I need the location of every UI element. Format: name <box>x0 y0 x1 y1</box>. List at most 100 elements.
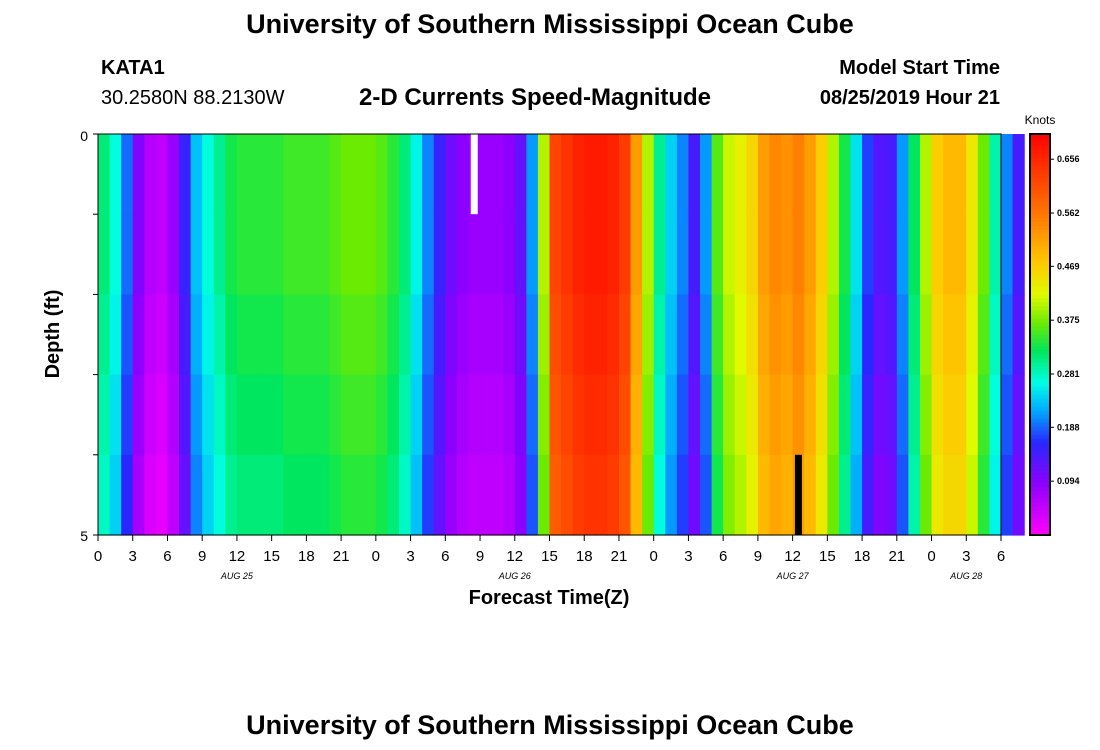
colorbar-tick-label: 0.562 <box>1057 208 1080 218</box>
heatmap-cell <box>248 374 261 456</box>
heatmap-cell <box>688 134 701 215</box>
heatmap-cell <box>260 214 273 295</box>
heatmap-cell <box>121 214 134 295</box>
missing-data-cells <box>470 134 802 535</box>
colorbar-segment <box>1030 526 1050 532</box>
colorbar-segment <box>1030 466 1050 472</box>
y-tick-label: 5 <box>80 528 88 544</box>
heatmap-cell <box>399 214 412 295</box>
heatmap-cell <box>387 294 400 376</box>
heatmap-cell <box>236 214 250 295</box>
heatmap-cell <box>1001 454 1014 536</box>
colorbar: 0.094 0.188 0.281 0.375 0.469 0.562 0.656 Knots <box>1025 113 1080 536</box>
heatmap-cell <box>618 374 632 456</box>
heatmap-cell <box>827 294 840 376</box>
colorbar-segment <box>1030 234 1050 239</box>
heatmap-cell <box>966 294 979 376</box>
heatmap-cell <box>700 214 713 295</box>
heatmap-cell <box>1012 134 1025 215</box>
colorbar-tick-label: 0.281 <box>1057 369 1080 379</box>
heatmap-cell <box>919 294 933 376</box>
heatmap-cell <box>676 134 690 215</box>
heatmap-cell <box>179 294 192 376</box>
x-tick-label: 9 <box>754 548 762 565</box>
day-label: AUG 28 <box>949 571 982 581</box>
heatmap-cell <box>480 294 493 376</box>
heatmap-cell <box>306 454 319 536</box>
y-tick-label: 0 <box>80 128 88 144</box>
heatmap-cell <box>352 134 365 215</box>
heatmap-cell <box>433 374 446 456</box>
heatmap-cell <box>908 214 921 295</box>
heatmap-cell <box>653 294 666 376</box>
colorbar-segment <box>1030 290 1050 295</box>
missing-data-cell <box>470 134 478 215</box>
colorbar-segment <box>1030 386 1050 392</box>
heatmap-cell <box>144 294 157 376</box>
heatmap-cell <box>653 454 666 536</box>
heatmap-cell <box>781 134 794 215</box>
heatmap-cell <box>595 454 608 536</box>
heatmap-cell <box>213 214 226 295</box>
colorbar-segment <box>1030 438 1050 444</box>
station-coords: 30.2580N 88.2130W <box>101 87 285 109</box>
heatmap-cell <box>943 294 956 376</box>
colorbar-segment <box>1030 206 1050 211</box>
station-id: KATA1 <box>101 57 165 79</box>
heatmap-cell <box>514 214 527 295</box>
heatmap-cell <box>468 294 481 376</box>
heatmap-cell <box>468 374 481 456</box>
heatmap-cell <box>271 134 284 215</box>
heatmap-cell <box>341 454 354 536</box>
colorbar-segment <box>1030 486 1050 492</box>
heatmap-cell <box>317 374 331 456</box>
heatmap-cell <box>341 374 354 456</box>
heatmap-cell <box>445 454 458 536</box>
heatmap-cell <box>919 374 933 456</box>
heatmap-cell <box>179 134 192 215</box>
x-axis-label: Forecast Time(Z) <box>469 587 630 609</box>
heatmap-cell <box>885 454 898 536</box>
colorbar-segment <box>1030 170 1050 175</box>
heatmap-cell <box>260 134 273 215</box>
heatmap-cell <box>618 134 632 215</box>
heatmap-cell <box>781 214 794 295</box>
heatmap-cell <box>572 214 585 295</box>
heatmap-cell <box>815 374 828 456</box>
heatmap-cell <box>132 134 145 215</box>
colorbar-segment <box>1030 442 1050 448</box>
heatmap-cell <box>294 134 307 215</box>
heatmap-cell <box>885 294 898 376</box>
heatmap-cell <box>271 454 284 536</box>
colorbar-segment <box>1030 278 1050 283</box>
heatmap-cell <box>549 374 562 456</box>
heatmap-cell <box>167 294 180 376</box>
heatmap-cell <box>561 294 574 376</box>
heatmap-cell <box>1012 214 1025 295</box>
colorbar-segment <box>1030 286 1050 291</box>
heatmap-cell <box>966 214 979 295</box>
colorbar-segment <box>1030 398 1050 404</box>
colorbar-segment <box>1030 474 1050 480</box>
heatmap-cell <box>364 134 377 215</box>
heatmap-cell <box>317 454 331 536</box>
heatmap-cell <box>896 214 909 295</box>
heatmap-cell <box>815 294 828 376</box>
heatmap-cell <box>815 134 828 215</box>
heatmap-cell <box>989 294 1002 376</box>
heatmap-cell <box>711 214 724 295</box>
colorbar-segment <box>1030 378 1050 384</box>
heatmap-cell <box>1001 214 1014 295</box>
colorbar-segment <box>1030 218 1050 223</box>
heatmap-cell <box>468 214 481 295</box>
colorbar-segment <box>1030 186 1050 191</box>
heatmap-cell <box>746 374 759 456</box>
heatmap-cell <box>422 294 435 376</box>
heatmap-cell <box>931 294 944 376</box>
heatmap-cell <box>271 294 284 376</box>
colorbar-segment <box>1030 418 1050 424</box>
heatmap-cell <box>375 294 389 376</box>
heatmap-cell <box>387 454 400 536</box>
x-tick-label: 3 <box>406 548 414 565</box>
heatmap-cell <box>202 134 215 215</box>
